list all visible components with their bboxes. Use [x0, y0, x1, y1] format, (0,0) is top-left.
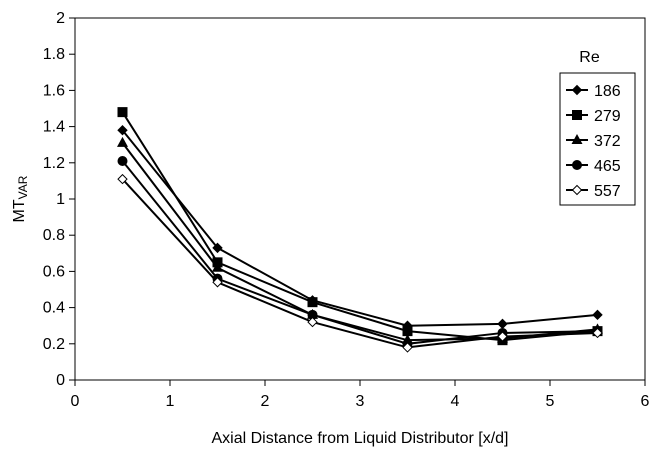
series-line [121, 142, 598, 342]
x-tick-label: 1 [166, 393, 175, 410]
legend-entry: 186 [566, 83, 621, 100]
legend-entry: 465 [566, 158, 621, 175]
legend-label: 186 [594, 83, 621, 100]
legend: 186 279 372 465 557 [559, 72, 636, 206]
y-tick-label: 0.4 [43, 300, 65, 317]
legend-marker [571, 184, 583, 196]
x-tick-label: 0 [71, 393, 80, 410]
data-point [117, 136, 128, 147]
legend-marker [572, 160, 582, 170]
y-tick-label: 1.8 [43, 46, 65, 63]
x-tick-label: 5 [546, 393, 555, 410]
data-point [497, 318, 508, 330]
y-tick-label: 2 [56, 10, 65, 27]
y-tick-label: 0 [56, 372, 65, 389]
y-tick-label: 1.6 [43, 82, 65, 99]
data-point [117, 107, 128, 118]
y-axis-title-main: MT [11, 199, 28, 222]
data-point [497, 331, 508, 342]
data-point [117, 155, 128, 166]
data-point [117, 125, 128, 136]
y-axis-title: MTVAR [11, 175, 30, 222]
data-point [212, 242, 223, 254]
legend-entry: 279 [566, 108, 621, 125]
legend-label: 372 [594, 133, 621, 150]
y-tick-label: 0.2 [43, 336, 65, 353]
data-point [402, 342, 413, 353]
y-tick-label: 1.4 [43, 119, 65, 136]
legend-marker [571, 134, 583, 144]
legend-entry: 557 [566, 183, 621, 200]
x-tick-label: 4 [451, 393, 460, 410]
data-point [212, 261, 223, 272]
y-tick-label: 1.2 [43, 155, 65, 172]
data-point [212, 277, 223, 288]
y-axis-title-subscript: VAR [16, 175, 30, 199]
x-tick-label: 3 [356, 393, 365, 410]
legend-label: 279 [594, 108, 621, 125]
series-line [121, 178, 598, 349]
data-point [307, 297, 318, 308]
series-layer [117, 107, 603, 353]
legend-marker [571, 84, 583, 96]
y-tick-label: 1 [56, 191, 65, 208]
x-axis: 0 1 2 3 4 5 6 [71, 380, 650, 410]
legend-entry: 372 [566, 133, 621, 150]
series-279 [117, 107, 603, 346]
x-tick-label: 2 [261, 393, 270, 410]
series-line [121, 129, 598, 327]
series-557 [117, 173, 603, 353]
legend-marker [572, 110, 582, 120]
series-line [121, 111, 598, 342]
x-axis-title: Axial Distance from Liquid Distributor [… [212, 430, 509, 447]
data-point [307, 316, 318, 328]
y-tick-label: 0.6 [43, 263, 65, 280]
legend-title: Re [579, 49, 600, 66]
data-point [402, 326, 413, 337]
y-axis: 0 0.2 0.4 0.6 0.8 1 1.2 1.4 1.6 1.8 2 [43, 10, 75, 389]
data-point [592, 327, 603, 339]
data-point [117, 173, 128, 185]
series-186 [117, 125, 603, 331]
series-line [121, 160, 598, 345]
y-tick-label: 0.8 [43, 227, 65, 244]
data-point [307, 309, 318, 320]
data-point [592, 309, 603, 321]
x-tick-label: 6 [641, 393, 650, 410]
legend-label: 557 [594, 183, 621, 200]
legend-label: 465 [594, 158, 621, 175]
